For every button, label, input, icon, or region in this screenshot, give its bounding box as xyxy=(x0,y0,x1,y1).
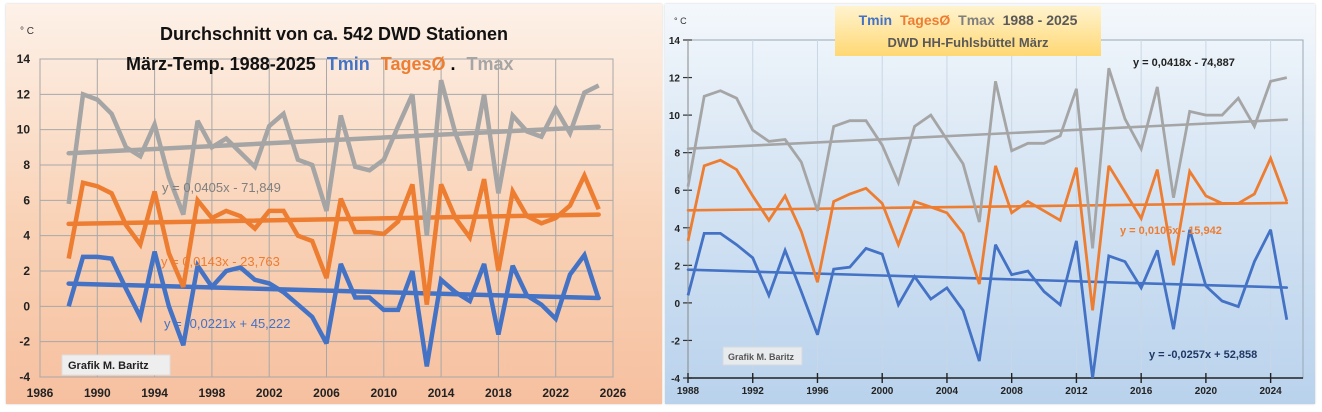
y-axis: -4 -2 0 2 4 6 8 10 12 14 xyxy=(17,52,31,384)
x-tick-label: 2010 xyxy=(370,386,397,400)
chart-title-line1: Durchschnitt von ca. 542 DWD Stationen xyxy=(160,24,508,44)
x-tick-label: 1998 xyxy=(199,386,226,400)
legend-tagesmittel: TagesØ xyxy=(900,12,950,28)
y-tick-label: 4 xyxy=(23,229,30,243)
chart-germany-average: -4 -2 0 2 4 6 8 10 12 14 1986 1990 1994 1998 2002 2006… xyxy=(17,24,627,400)
y-tick-label: -2 xyxy=(671,336,680,347)
watermark-box xyxy=(722,346,803,366)
x-tick-label: 2006 xyxy=(313,386,340,400)
chart-title-line1: Tmin TagesØ Tmax 1988 - 2025 xyxy=(859,12,1078,28)
x-tick-label: 2008 xyxy=(1001,386,1024,397)
y-tick-label: 12 xyxy=(17,87,31,101)
legend-tagesmittel: TagesØ xyxy=(381,54,446,74)
trend-label-tagesmittel: y = 0,0143x - 23,763 xyxy=(161,254,280,269)
y-tick-label: 2 xyxy=(674,261,680,272)
title-years: 1988 - 2025 xyxy=(1003,12,1078,28)
series-line-tagesmittel xyxy=(686,154,1289,311)
series-line-tmin xyxy=(686,229,1289,379)
series-line-tmax xyxy=(686,67,1288,249)
series-line-tmin xyxy=(66,250,601,367)
y-tick-label: 12 xyxy=(669,74,681,85)
chart-title-line2: DWD HH-Fuhlsbüttel März xyxy=(887,35,1049,50)
title-prefix: März-Temp. 1988-2025 xyxy=(126,54,316,74)
x-tick-label: 1996 xyxy=(806,386,829,397)
watermark: Grafik M. Baritz xyxy=(728,352,795,362)
y-tick-label: -4 xyxy=(671,374,680,385)
legend-tmin: Tmin xyxy=(859,12,892,28)
x-tick-label: 2000 xyxy=(871,386,894,397)
x-tick-label: 2014 xyxy=(428,386,455,400)
y-tick-label: 8 xyxy=(674,149,680,160)
chart-title-line2: März-Temp. 1988-2025 Tmin TagesØ . Tmax xyxy=(126,54,514,74)
chart-panel-hamburg: -4 -2 0 2 4 6 8 10 12 14 1988 1992 1996 2000 2004 2008… xyxy=(665,4,1315,404)
x-tick-label: 1988 xyxy=(677,386,700,397)
legend-tmax: Tmax xyxy=(958,12,995,28)
legend-separator: . xyxy=(451,54,456,74)
trendline-tmin xyxy=(66,281,601,301)
watermark-box xyxy=(61,354,171,376)
x-tick-label: 1986 xyxy=(27,386,54,400)
chart-panel-germany-average: -4 -2 0 2 4 6 8 10 12 14 1986 1990 1994 1998 2002 2006… xyxy=(6,4,662,404)
trend-label-tmax: y = 0,0418x - 74,887 xyxy=(1133,57,1235,69)
x-tick-label: 2012 xyxy=(1065,386,1088,397)
trendline-tmin xyxy=(686,268,1289,289)
trend-label-tmax: y = 0,0405x - 71,849 xyxy=(162,180,281,195)
watermark: Grafik M. Baritz xyxy=(68,360,149,372)
x-tick-label: 1992 xyxy=(742,386,765,397)
x-tick-label: 2026 xyxy=(600,386,627,400)
x-axis: 1986 1990 1994 1998 2002 2006 2010 2014 2018 2022… xyxy=(27,386,627,400)
x-tick-label: 2022 xyxy=(542,386,569,400)
x-tick-label: 1994 xyxy=(141,386,168,400)
chart-hamburg-fuhlsbuettel: -4 -2 0 2 4 6 8 10 12 14 1988 1992 1996 2000 2004 2008… xyxy=(669,6,1304,397)
trend-label-tagesmittel: y = 0,0105x - 15,942 xyxy=(1120,225,1222,237)
y-tick-label: 10 xyxy=(17,123,31,137)
y-tick-label: 8 xyxy=(23,158,30,172)
x-tick-label: 2002 xyxy=(256,386,283,400)
x-tick-label: 1990 xyxy=(84,386,111,400)
series-line-tagesmittel xyxy=(66,170,601,305)
x-tick-label: 2024 xyxy=(1260,386,1283,397)
y-tick-label: 4 xyxy=(674,224,680,235)
y-tick-label: 0 xyxy=(23,299,30,313)
trend-label-tmin: y = -0,0257x + 52,858 xyxy=(1149,349,1257,361)
y-tick-label: 14 xyxy=(17,52,31,66)
series-line-tmax xyxy=(66,79,600,236)
x-axis: 1988 1992 1996 2000 2004 2008 2012 2016 2020 2024 xyxy=(677,373,1303,397)
y-tick-label: -4 xyxy=(19,370,30,384)
y-tick-label: 6 xyxy=(674,186,680,197)
y-axis-unit: ° C xyxy=(20,26,34,37)
y-tick-label: 10 xyxy=(669,111,681,122)
trend-label-tmin: y = -0,0221x + 45,222 xyxy=(164,316,290,331)
y-tick-label: 2 xyxy=(23,264,30,278)
y-tick-label: 14 xyxy=(669,36,681,47)
y-tick-label: 6 xyxy=(23,193,30,207)
legend-tmax: Tmax xyxy=(467,54,514,74)
series-lines xyxy=(66,79,601,367)
y-axis-unit: ° C xyxy=(674,16,687,26)
title-box xyxy=(835,6,1101,56)
legend-tmin: Tmin xyxy=(327,54,370,74)
series-lines xyxy=(686,67,1289,379)
x-tick-label: 2004 xyxy=(936,386,959,397)
x-tick-label: 2018 xyxy=(485,386,512,400)
x-tick-label: 2020 xyxy=(1195,386,1218,397)
y-tick-label: 0 xyxy=(674,299,680,310)
y-tick-label: -2 xyxy=(19,335,30,349)
trendline-tagesmittel xyxy=(686,201,1289,212)
x-tick-label: 2016 xyxy=(1130,386,1153,397)
